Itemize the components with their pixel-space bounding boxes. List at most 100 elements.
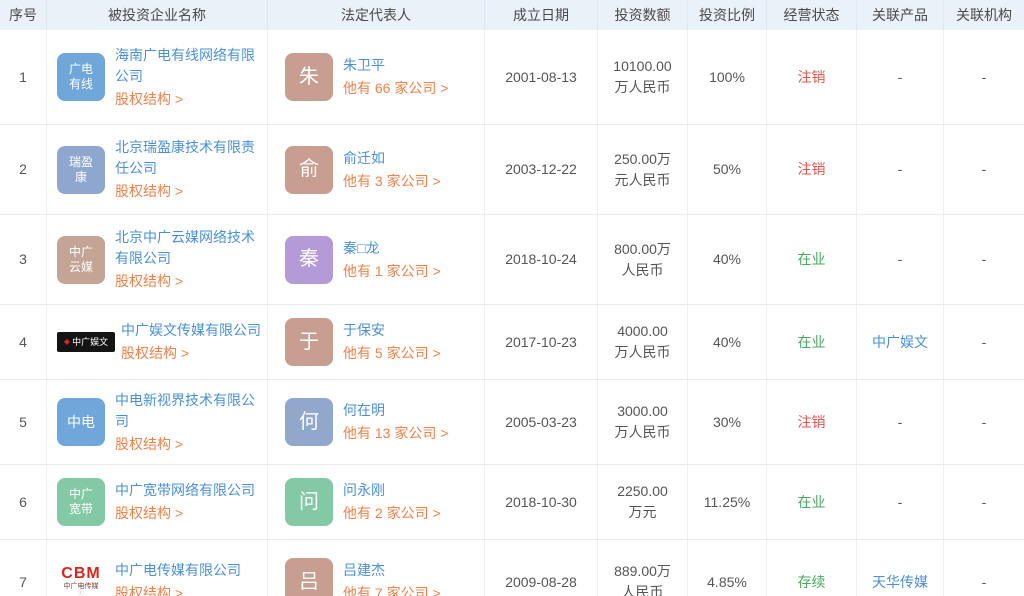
investment-amount: 10100.00 万人民币 bbox=[598, 30, 688, 124]
related-product: - bbox=[857, 30, 944, 124]
company-logo: ◆ 中广娱文 bbox=[57, 332, 115, 352]
status-badge: 存续 bbox=[767, 540, 857, 596]
company-name-link[interactable]: 海南广电有线网络有限公司 bbox=[115, 46, 255, 84]
established-date: 2003-12-22 bbox=[485, 125, 598, 214]
company-cell: CBM 中广电传媒 ⓒ 中广电传媒有限公司 股权结构 > bbox=[47, 540, 268, 596]
col-header-established: 成立日期 bbox=[485, 0, 598, 30]
investment-amount: 3000.00 万人民币 bbox=[598, 380, 688, 464]
legal-rep-name-link[interactable]: 秦□龙 bbox=[343, 239, 380, 256]
col-header-legal-rep: 法定代表人 bbox=[268, 0, 485, 30]
legal-rep-avatar: 俞 bbox=[285, 145, 333, 194]
company-name-link[interactable]: 中广娱文传媒有限公司 bbox=[121, 322, 261, 338]
legal-rep-cell: 朱 朱卫平 他有 66 家公司 > bbox=[268, 30, 485, 124]
legal-rep-cell: 何 何在明 他有 13 家公司 > bbox=[268, 380, 485, 464]
investment-ratio: 40% bbox=[688, 215, 767, 304]
status-badge: 注销 bbox=[767, 125, 857, 214]
legal-rep-cell: 秦 秦□龙 他有 1 家公司 > bbox=[268, 215, 485, 304]
company-cell: 瑞盈 康 北京瑞盈康技术有限责任公司 股权结构 > bbox=[47, 125, 268, 214]
equity-structure-link[interactable]: 股权结构 > bbox=[115, 585, 184, 596]
company-name-link[interactable]: 北京中广云媒网络技术有限公司 bbox=[115, 229, 255, 266]
rep-companies-link[interactable]: 他有 66 家公司 > bbox=[343, 80, 449, 96]
equity-structure-link[interactable]: 股权结构 > bbox=[115, 505, 184, 521]
row-index: 4 bbox=[0, 305, 47, 379]
related-product: - bbox=[857, 215, 944, 304]
company-cell: 中广 宽带 中广宽带网络有限公司 股权结构 > bbox=[47, 465, 268, 539]
equity-structure-link[interactable]: 股权结构 > bbox=[121, 345, 190, 361]
company-name-link[interactable]: 中电新视界技术有限公司 bbox=[115, 391, 255, 429]
equity-structure-link[interactable]: 股权结构 > bbox=[115, 273, 184, 289]
legal-rep-avatar: 吕 bbox=[285, 558, 333, 596]
rep-companies-link[interactable]: 他有 7 家公司 > bbox=[343, 585, 441, 596]
row-index: 3 bbox=[0, 215, 47, 304]
rep-companies-link[interactable]: 他有 3 家公司 > bbox=[343, 172, 441, 189]
legal-rep-name-link[interactable]: 朱卫平 bbox=[343, 57, 385, 73]
equity-structure-link[interactable]: 股权结构 > bbox=[115, 90, 184, 107]
rep-companies-link[interactable]: 他有 1 家公司 > bbox=[343, 262, 441, 279]
col-header-amount: 投资数额 bbox=[598, 0, 688, 30]
row-index: 5 bbox=[0, 380, 47, 464]
row-index: 1 bbox=[0, 30, 47, 124]
established-date: 2001-08-13 bbox=[485, 30, 598, 124]
status-badge: 在业 bbox=[767, 465, 857, 539]
related-product: - bbox=[857, 465, 944, 539]
established-date: 2017-10-23 bbox=[485, 305, 598, 379]
related-product[interactable]: 中广娱文 bbox=[857, 305, 944, 379]
legal-rep-name-link[interactable]: 俞迁如 bbox=[343, 149, 385, 166]
equity-structure-link[interactable]: 股权结构 > bbox=[115, 183, 184, 199]
established-date: 2005-03-23 bbox=[485, 380, 598, 464]
rep-companies-link[interactable]: 他有 5 家公司 > bbox=[343, 345, 441, 361]
table-body: 1 广电 有线 海南广电有线网络有限公司 股权结构 > 朱 朱卫平 他有 66 … bbox=[0, 30, 1024, 596]
table-row: 6 中广 宽带 中广宽带网络有限公司 股权结构 > 问 问永刚 他有 2 家公司… bbox=[0, 465, 1024, 540]
logo-glyph-icon: ◆ bbox=[63, 337, 71, 346]
status-badge: 在业 bbox=[767, 215, 857, 304]
established-date: 2018-10-30 bbox=[485, 465, 598, 539]
status-badge: 注销 bbox=[767, 30, 857, 124]
related-product[interactable]: 天华传媒 bbox=[857, 540, 944, 596]
rep-companies-link[interactable]: 他有 13 家公司 > bbox=[343, 425, 449, 441]
investment-amount: 4000.00 万人民币 bbox=[598, 305, 688, 379]
row-index: 6 bbox=[0, 465, 47, 539]
established-date: 2009-08-28 bbox=[485, 540, 598, 596]
table-header-row: 序号 被投资企业名称 法定代表人 成立日期 投资数额 投资比例 经营状态 关联产… bbox=[0, 0, 1024, 30]
company-logo: 瑞盈 康 bbox=[57, 145, 105, 194]
investment-ratio: 4.85% bbox=[688, 540, 767, 596]
table-row: 3 中广 云媒 北京中广云媒网络技术有限公司 股权结构 > 秦 秦□龙 他有 1… bbox=[0, 215, 1024, 305]
legal-rep-cell: 问 问永刚 他有 2 家公司 > bbox=[268, 465, 485, 539]
table-row: 2 瑞盈 康 北京瑞盈康技术有限责任公司 股权结构 > 俞 俞迁如 他有 3 家… bbox=[0, 125, 1024, 215]
legal-rep-avatar: 何 bbox=[285, 398, 333, 446]
col-header-status: 经营状态 bbox=[767, 0, 857, 30]
investment-amount: 250.00万 元人民币 bbox=[598, 125, 688, 214]
legal-rep-name-link[interactable]: 于保安 bbox=[343, 322, 385, 338]
legal-rep-cell: 吕 吕建杰 他有 7 家公司 > bbox=[268, 540, 485, 596]
rep-companies-link[interactable]: 他有 2 家公司 > bbox=[343, 505, 441, 521]
company-logo: CBM 中广电传媒 ⓒ bbox=[57, 558, 105, 596]
legal-rep-cell: 俞 俞迁如 他有 3 家公司 > bbox=[268, 125, 485, 214]
related-institution: - bbox=[981, 413, 987, 430]
company-cell: 中广 云媒 北京中广云媒网络技术有限公司 股权结构 > bbox=[47, 215, 268, 304]
company-name-link[interactable]: 北京瑞盈康技术有限责任公司 bbox=[115, 139, 255, 176]
equity-structure-link[interactable]: 股权结构 > bbox=[115, 435, 184, 452]
related-institution: - bbox=[981, 573, 987, 590]
legal-rep-avatar: 于 bbox=[285, 318, 333, 366]
company-name-link[interactable]: 中广电传媒有限公司 bbox=[115, 562, 241, 578]
established-date: 2018-10-24 bbox=[485, 215, 598, 304]
related-product: - bbox=[857, 380, 944, 464]
legal-rep-name-link[interactable]: 问永刚 bbox=[343, 482, 385, 498]
investment-ratio: 50% bbox=[688, 125, 767, 214]
company-cell: ◆ 中广娱文 中广娱文传媒有限公司 股权结构 > bbox=[47, 305, 268, 379]
status-badge: 在业 bbox=[767, 305, 857, 379]
investment-ratio: 30% bbox=[688, 380, 767, 464]
legal-rep-name-link[interactable]: 何在明 bbox=[343, 402, 385, 418]
company-cell: 广电 有线 海南广电有线网络有限公司 股权结构 > bbox=[47, 30, 268, 124]
legal-rep-avatar: 朱 bbox=[285, 53, 333, 101]
investment-amount: 889.00万 人民币 bbox=[598, 540, 688, 596]
company-logo: 广电 有线 bbox=[57, 53, 105, 101]
company-name-link[interactable]: 中广宽带网络有限公司 bbox=[115, 482, 255, 498]
related-institution: - bbox=[981, 493, 987, 510]
col-header-company: 被投资企业名称 bbox=[47, 0, 268, 30]
col-header-ratio: 投资比例 bbox=[688, 0, 767, 30]
related-institution: - bbox=[981, 333, 987, 350]
col-header-product: 关联产品 bbox=[857, 0, 944, 30]
legal-rep-avatar: 问 bbox=[285, 478, 333, 526]
legal-rep-name-link[interactable]: 吕建杰 bbox=[343, 562, 385, 578]
